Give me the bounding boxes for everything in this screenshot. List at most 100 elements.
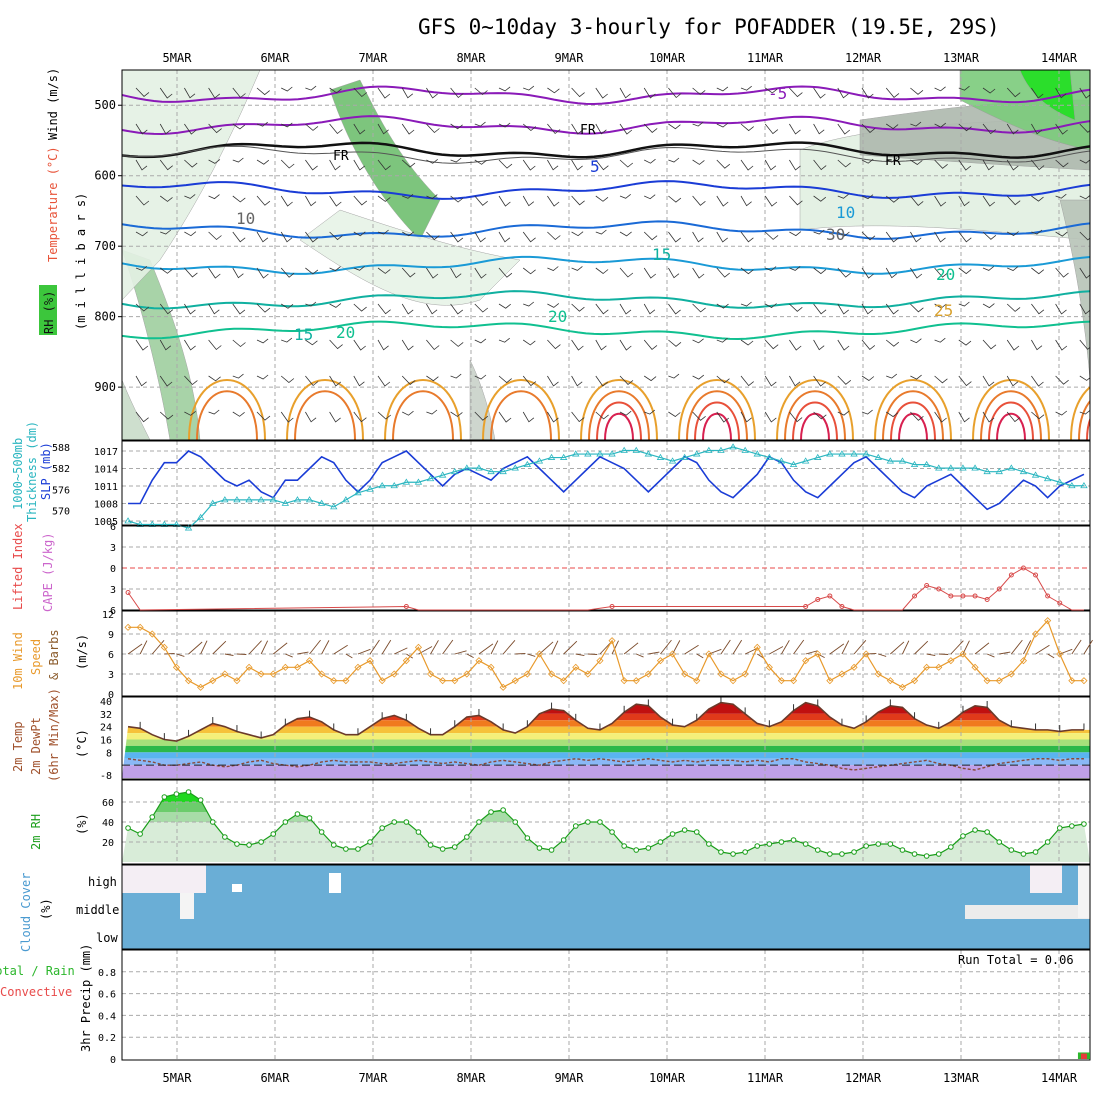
upper-wind-barb <box>498 411 512 423</box>
upper-wind-barb <box>353 265 365 271</box>
upper-wind-barb <box>764 87 778 94</box>
upper-wind-barb <box>571 123 584 135</box>
wind-barb <box>1083 639 1093 655</box>
thickness-point <box>850 450 858 457</box>
upper-wind-barb <box>886 373 898 379</box>
upper-wind-barb <box>377 375 391 387</box>
upper-wind-barb <box>1007 231 1019 236</box>
wind-speed-point <box>136 623 144 631</box>
wind-speed-point <box>547 670 556 678</box>
lifted-index-point <box>924 583 930 588</box>
rh-point <box>1044 839 1051 845</box>
upper-wind-barb <box>692 231 704 243</box>
upper-wind-barb <box>523 85 535 91</box>
upper-wind-barb <box>305 411 317 423</box>
upper-wind-barb <box>159 123 172 135</box>
wind-speed-point <box>995 677 1003 685</box>
wind-barb <box>381 639 392 655</box>
thickness-point <box>620 446 628 453</box>
thickness-point <box>136 520 144 527</box>
rh-shading <box>122 379 151 440</box>
upper-wind-barb <box>716 231 728 243</box>
upper-wind-barb <box>450 373 462 379</box>
upper-wind-barb <box>498 122 511 128</box>
upper-wind-barb <box>813 339 825 351</box>
upper-wind-barb <box>305 195 317 207</box>
upper-wind-barb <box>305 375 319 387</box>
warm-contour <box>596 401 642 440</box>
upper-wind-barb <box>692 303 706 313</box>
upper-wind-barb <box>1006 411 1021 423</box>
wind-speed-point <box>197 683 205 691</box>
thickness-point <box>1068 481 1076 489</box>
rh-point <box>294 811 301 817</box>
thickness-point <box>1080 481 1088 489</box>
upper-wind-barb <box>232 195 246 203</box>
wind-speed-point <box>451 677 459 685</box>
rh-point <box>258 839 264 845</box>
rh-point <box>802 841 809 847</box>
upper-wind-barb <box>643 375 657 382</box>
upper-wind-barb <box>740 339 754 346</box>
thickness-point <box>196 513 205 520</box>
wind-barb <box>902 640 910 655</box>
lifted-index-point <box>1045 593 1051 599</box>
upper-wind-barb <box>426 158 438 164</box>
wind-barb <box>515 652 526 655</box>
rh-point <box>1032 849 1039 855</box>
upper-wind-barb <box>377 195 391 202</box>
upper-wind-barb <box>571 411 585 423</box>
wind-speed-point <box>753 643 761 651</box>
thickness-point <box>402 478 411 485</box>
upper-wind-barb <box>668 411 681 417</box>
label-convective: Convective <box>0 985 72 999</box>
date-label-bottom: 14MAR <box>1041 1071 1078 1085</box>
upper-wind-barb <box>813 375 826 387</box>
upper-wind-barb <box>789 339 802 351</box>
upper-wind-barb <box>208 231 222 241</box>
upper-wind-barb <box>256 231 269 243</box>
label-10m-wind: 10m Wind <box>11 632 25 690</box>
upper-wind-barb <box>1031 229 1043 235</box>
thickness-point <box>438 471 447 478</box>
upper-wind-barb <box>837 193 849 199</box>
upper-wind-barb <box>305 267 319 275</box>
wind-speed-point <box>1019 657 1028 665</box>
wind-speed-point <box>850 663 858 671</box>
warm-contour <box>588 390 650 440</box>
thickness-point <box>1056 478 1064 485</box>
rh-point <box>693 829 700 835</box>
precip-convective-bar <box>1080 1053 1087 1059</box>
upper-wind-barb <box>644 194 656 200</box>
date-label-top: 14MAR <box>1041 51 1078 65</box>
wind-speed-point <box>596 657 604 665</box>
wind-speed-point <box>838 670 846 678</box>
thickness-point <box>632 446 640 453</box>
rh-point <box>585 819 591 825</box>
wind-barb <box>732 639 743 655</box>
thickness-tick-label: 576 <box>52 485 70 496</box>
label-2m-rh: 2m RH <box>29 814 43 850</box>
upper-wind-barb <box>523 301 535 307</box>
date-label-top: 12MAR <box>845 51 882 65</box>
warm-contour <box>996 412 1026 440</box>
upper-wind-barb <box>1055 339 1068 351</box>
warm-contour <box>988 401 1034 440</box>
wind-barb <box>950 640 964 655</box>
upper-wind-barb <box>958 411 970 423</box>
upper-wind-barb <box>377 339 389 351</box>
rh-point <box>669 831 676 837</box>
rh-point <box>754 843 761 849</box>
rh-color-band <box>122 792 1090 802</box>
upper-wind-barb <box>135 159 148 171</box>
upper-content: -5 FR FR FR 5 10 15 15 20 20 20 25 10 30 <box>122 70 1090 440</box>
upper-wind-barb <box>329 123 343 135</box>
rh-point <box>270 831 277 837</box>
lifted-index-point <box>948 593 954 599</box>
wind-tick-label: 0 <box>108 690 114 701</box>
precip-tick-label: 0 <box>110 1055 116 1066</box>
upper-wind-barb <box>764 231 779 240</box>
upper-wind-barb <box>571 87 585 98</box>
upper-wind-barb <box>910 121 922 127</box>
wind-speed-point <box>632 677 640 685</box>
